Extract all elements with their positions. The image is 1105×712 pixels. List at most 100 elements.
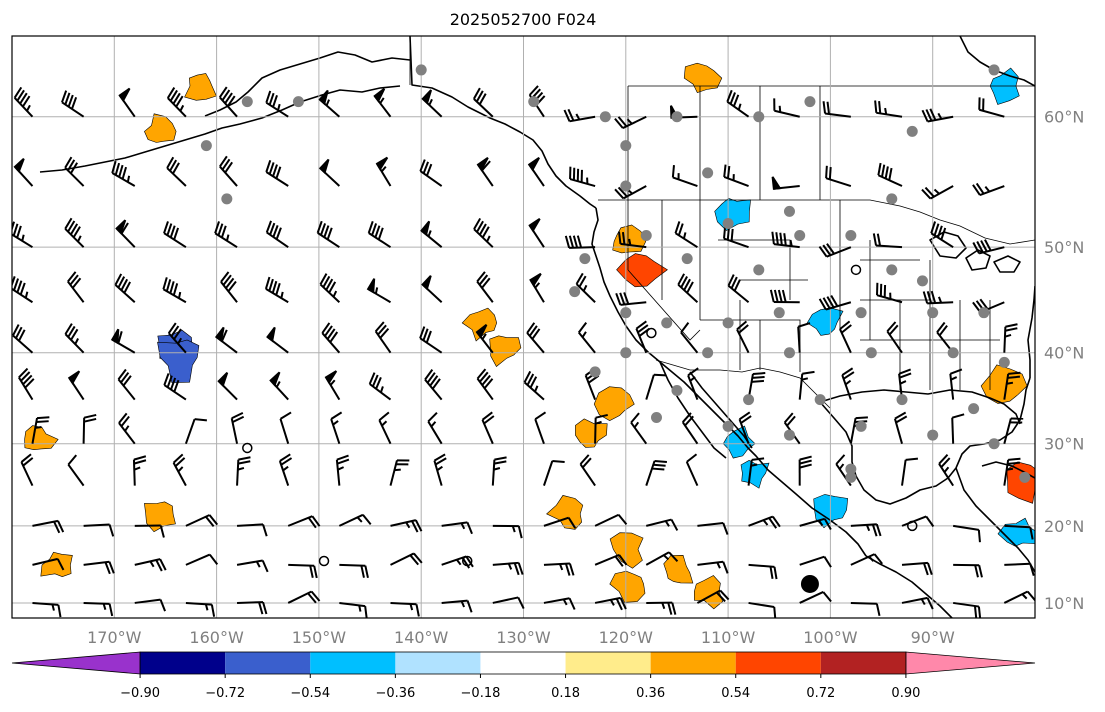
barb-flag — [159, 525, 165, 538]
barb-flag — [937, 225, 943, 238]
station-marker — [640, 229, 652, 241]
barb-flag — [425, 330, 432, 343]
wind-barb — [265, 90, 289, 118]
barb-flag — [481, 277, 491, 289]
barb-flag — [683, 278, 691, 291]
barb-flag — [172, 162, 180, 175]
calm-wind-circle — [242, 442, 253, 454]
barb-flag — [108, 561, 115, 574]
barb-shaft — [635, 328, 648, 354]
barb-flag — [221, 89, 231, 101]
barb-shaft — [569, 115, 596, 123]
wind-barb — [646, 518, 679, 531]
barb-flag — [481, 160, 491, 172]
barb-flag — [362, 514, 372, 526]
barb-flag — [925, 109, 933, 122]
wind-barb — [441, 521, 473, 535]
wind-barb — [172, 453, 187, 487]
barb-shaft — [473, 98, 494, 118]
barb-shaft — [875, 244, 903, 249]
wind-barb — [318, 158, 341, 187]
wind-barb — [839, 320, 852, 354]
barb-flag — [478, 223, 487, 236]
barb-shaft — [578, 331, 596, 354]
barb-flag — [173, 379, 180, 393]
barb-flag — [572, 235, 579, 248]
barb-flag — [279, 411, 292, 420]
station-marker — [292, 96, 304, 108]
barb-flag — [67, 325, 76, 338]
barb-flag — [949, 368, 963, 375]
wind-barb — [726, 89, 750, 118]
barb-flag — [104, 561, 111, 575]
wind-barb — [218, 86, 238, 118]
barb-flag — [729, 92, 736, 105]
wind-barb — [543, 516, 577, 529]
barb-shaft — [319, 283, 341, 303]
barb-flag — [53, 521, 61, 534]
barb-shaft — [134, 598, 161, 604]
barb-shaft — [979, 185, 1005, 196]
wind-barb — [645, 459, 667, 486]
barb-flag — [481, 374, 491, 386]
barb-flag — [217, 223, 224, 236]
wind-barb — [339, 601, 368, 618]
barb-half-flag — [282, 465, 289, 472]
barb-shaft — [266, 231, 289, 248]
station-marker — [783, 429, 795, 441]
barb-shaft — [185, 553, 211, 566]
barb-flag — [20, 371, 31, 382]
barb-flag — [194, 418, 207, 422]
barb-half-flag — [682, 232, 687, 239]
barb-flag — [826, 243, 835, 255]
barb-flag — [635, 320, 647, 330]
wind-barb — [265, 220, 289, 248]
barb-half-flag — [481, 333, 487, 340]
barb-shaft — [773, 243, 800, 249]
barb-flag — [422, 161, 430, 174]
station-marker — [722, 218, 734, 230]
barb-shaft — [219, 165, 238, 187]
barb-flag — [1007, 375, 1021, 379]
wind-barb — [696, 589, 730, 604]
barb-flag — [828, 166, 832, 180]
aleutian-coastline — [39, 85, 401, 173]
barb-half-flag — [1006, 381, 1014, 385]
barb-flag — [18, 329, 26, 342]
station-marker — [722, 420, 734, 432]
barb-flag — [1007, 461, 1020, 465]
wind-barb — [877, 162, 903, 187]
wind-barb — [799, 517, 832, 531]
barb-flag — [174, 457, 186, 467]
barb-flag — [330, 411, 343, 420]
wind-barb — [111, 160, 136, 187]
barb-shaft — [951, 417, 955, 444]
barb-half-flag — [280, 291, 284, 299]
shaded-region — [184, 73, 217, 101]
barb-flag — [783, 233, 787, 246]
barb-half-flag — [51, 604, 55, 611]
barb-flag — [799, 455, 812, 461]
station-marker — [671, 111, 683, 123]
barb-pennant — [771, 176, 782, 190]
barb-flag — [364, 565, 369, 578]
barb-shaft — [427, 420, 443, 445]
barb-flag — [529, 376, 538, 389]
barb-flag — [823, 518, 832, 531]
calm-wind-circle — [461, 555, 473, 567]
station-marker — [998, 356, 1010, 368]
wind-barb — [492, 524, 523, 539]
barb-flag — [881, 164, 886, 178]
barb-flag — [671, 602, 677, 615]
barb-flag — [83, 417, 97, 423]
station-marker — [916, 275, 928, 287]
barb-flag — [1005, 327, 1018, 332]
barb-half-flag — [460, 522, 466, 530]
wind-barb — [614, 115, 647, 129]
barb-flag — [615, 292, 622, 306]
barb-pennant — [527, 156, 540, 172]
barb-flag — [427, 411, 438, 423]
barb-flag — [118, 164, 124, 178]
barb-flag — [684, 415, 694, 427]
barb-flag — [117, 368, 127, 380]
